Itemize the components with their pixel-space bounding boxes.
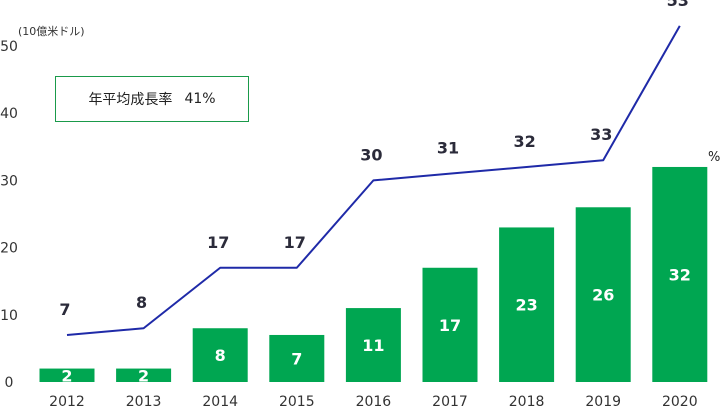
y-tick-label-10: 10: [0, 308, 18, 324]
bar-2016: [345, 308, 401, 382]
bar-2017: [422, 267, 478, 382]
y-tick-label-40: 40: [0, 106, 18, 122]
y-tick-label-20: 20: [0, 241, 18, 257]
line-label-2015: 17: [284, 233, 306, 252]
x-tick-label-2016: 2016: [356, 394, 392, 407]
x-tick-label-2015: 2015: [279, 394, 315, 407]
bar-2020: [652, 166, 708, 382]
bar-label-2017: 17: [439, 316, 461, 335]
bar-2014: [192, 328, 248, 382]
bar-label-2020: 32: [669, 265, 691, 284]
bar-label-2019: 26: [592, 286, 614, 305]
line-label-2016: 30: [360, 145, 382, 164]
bar-label-2015: 7: [291, 349, 302, 368]
bar-2013: [116, 368, 172, 382]
x-tick-label-2012: 2012: [49, 394, 85, 407]
bar-label-2018: 23: [515, 296, 537, 315]
line-label-2014: 17: [207, 233, 229, 252]
percent-label: %: [708, 150, 721, 165]
unit-label: (10億米ドル): [18, 25, 85, 38]
x-tick-label-2013: 2013: [126, 394, 162, 407]
line-label-2019: 33: [590, 125, 612, 144]
x-tick-label-2017: 2017: [432, 394, 468, 407]
x-tick-label-2019: 2019: [585, 394, 621, 407]
bar-label-2013: 2: [138, 366, 149, 385]
bar-2012: [39, 368, 95, 382]
cagr-value: 41%: [184, 91, 216, 107]
bar-label-2016: 11: [362, 336, 384, 355]
line-series: [66, 25, 681, 336]
x-tick-label-2014: 2014: [202, 394, 238, 407]
line-label-2017: 31: [437, 139, 459, 158]
x-tick-label-2018: 2018: [509, 394, 545, 407]
cagr-box: 年平均成長率 41%: [55, 76, 249, 122]
x-tick-label-2020: 2020: [662, 394, 698, 407]
bar-2018: [499, 227, 555, 382]
bar-label-2014: 8: [215, 346, 226, 365]
y-tick-label-0: 0: [5, 375, 14, 391]
bar-label-2012: 2: [61, 366, 72, 385]
y-tick-label-50: 50: [0, 39, 18, 55]
line-label-2018: 32: [513, 132, 535, 151]
bar-2015: [269, 334, 325, 382]
cagr-label: 年平均成長率: [88, 92, 173, 108]
line-label-2012: 7: [59, 300, 70, 319]
line-label-2013: 8: [136, 293, 147, 312]
y-tick-label-30: 30: [0, 173, 18, 189]
bar-2019: [575, 207, 631, 382]
line-label-2020: 53: [667, 0, 689, 10]
